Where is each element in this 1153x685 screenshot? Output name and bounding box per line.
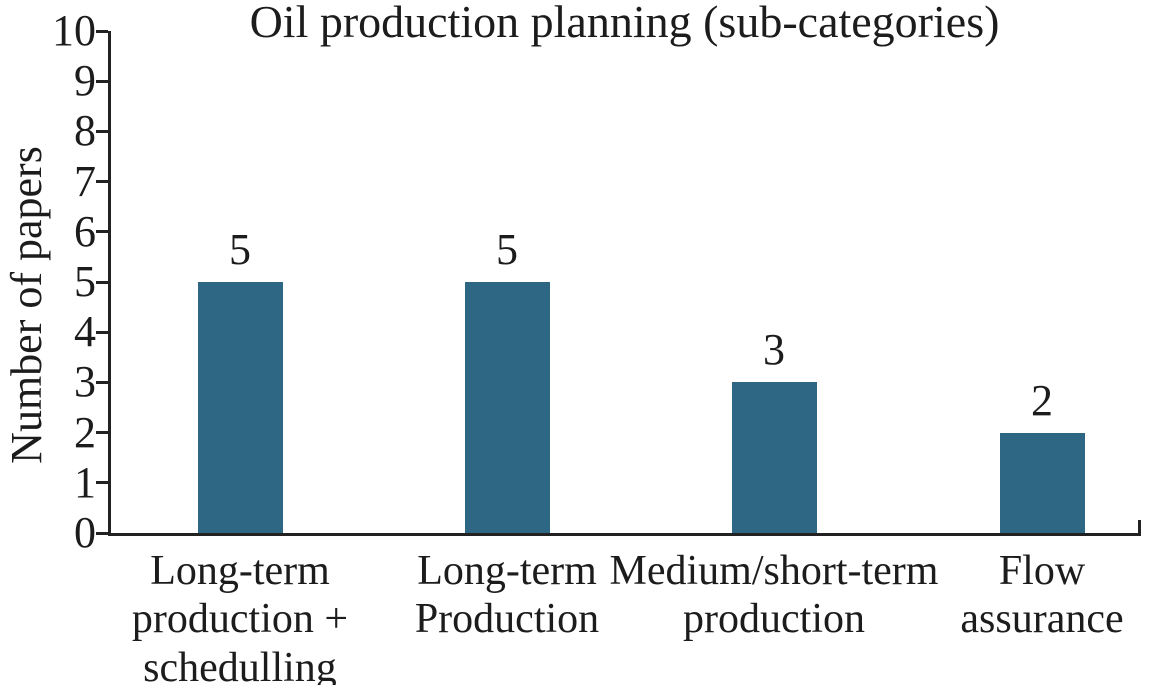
y-tick-label: 6 — [74, 206, 96, 256]
y-tick-label: 2 — [74, 407, 96, 457]
y-tick-label: 4 — [74, 307, 96, 357]
bar-value-label: 2 — [1031, 375, 1053, 425]
bar — [731, 382, 817, 533]
bar — [999, 432, 1085, 533]
y-tick-label: 0 — [74, 508, 96, 557]
y-tick-label: 8 — [74, 106, 96, 156]
y-tick-label: 10 — [52, 6, 96, 55]
y-tick-label: 3 — [74, 357, 96, 407]
bar-value-label: 5 — [229, 225, 251, 274]
chart-title: Oil production planning (sub-categories) — [249, 0, 1000, 47]
bar — [197, 282, 283, 533]
y-axis-tick — [96, 280, 108, 284]
x-category-label: Medium/short-term production — [609, 548, 939, 643]
y-tick-label: 9 — [74, 56, 96, 106]
y-axis-tick — [96, 531, 108, 535]
y-axis-title: Number of papers — [2, 55, 51, 555]
y-tick-label: 1 — [74, 457, 96, 507]
y-axis-tick — [96, 129, 108, 133]
x-category-label: Long-term Production — [414, 548, 600, 643]
plot-area: 0 1 2 3 4 5 6 7 8 9 10 5 Long-term production + sche… — [52, 9, 1141, 685]
y-axis-tick — [96, 481, 108, 485]
y-axis-tick — [96, 230, 108, 234]
y-axis-tick — [96, 180, 108, 184]
y-axis-tick — [96, 79, 108, 83]
y-axis-title-text: Number of papers — [2, 146, 51, 464]
y-axis-tick — [96, 431, 108, 435]
y-axis-tick — [96, 380, 108, 384]
y-axis-tick — [96, 330, 108, 334]
x-category-label: Flow assurance — [960, 548, 1124, 643]
y-tick-label: 7 — [74, 156, 96, 206]
y-axis-tick — [96, 29, 108, 33]
bar — [464, 282, 550, 533]
bar-value-label: 3 — [763, 325, 785, 375]
x-category-label: Long-term production + schedulling — [131, 548, 349, 685]
bar-value-label: 5 — [496, 225, 518, 274]
y-tick-label: 5 — [74, 257, 96, 306]
x-axis-end-tick — [1138, 520, 1141, 536]
